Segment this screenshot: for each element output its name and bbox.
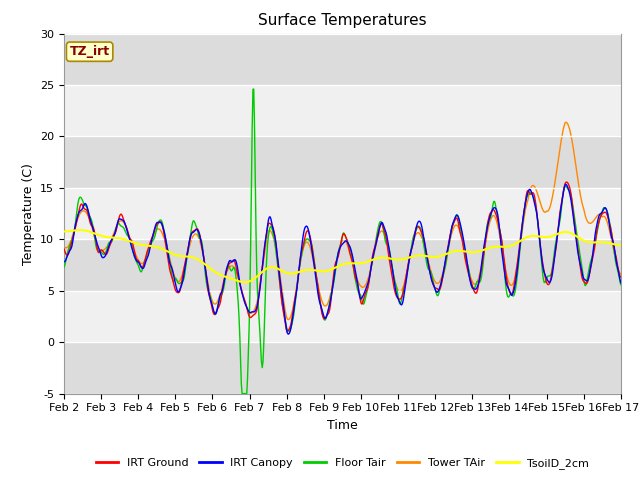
Bar bbox=[64, 342, 621, 394]
Bar bbox=[64, 136, 621, 188]
Title: Surface Temperatures: Surface Temperatures bbox=[258, 13, 427, 28]
Bar bbox=[64, 34, 621, 85]
Text: TZ_irt: TZ_irt bbox=[70, 45, 109, 58]
Legend: IRT Ground, IRT Canopy, Floor Tair, Tower TAir, TsoilD_2cm: IRT Ground, IRT Canopy, Floor Tair, Towe… bbox=[91, 453, 594, 473]
Y-axis label: Temperature (C): Temperature (C) bbox=[22, 163, 35, 264]
Bar bbox=[64, 240, 621, 291]
X-axis label: Time: Time bbox=[327, 419, 358, 432]
